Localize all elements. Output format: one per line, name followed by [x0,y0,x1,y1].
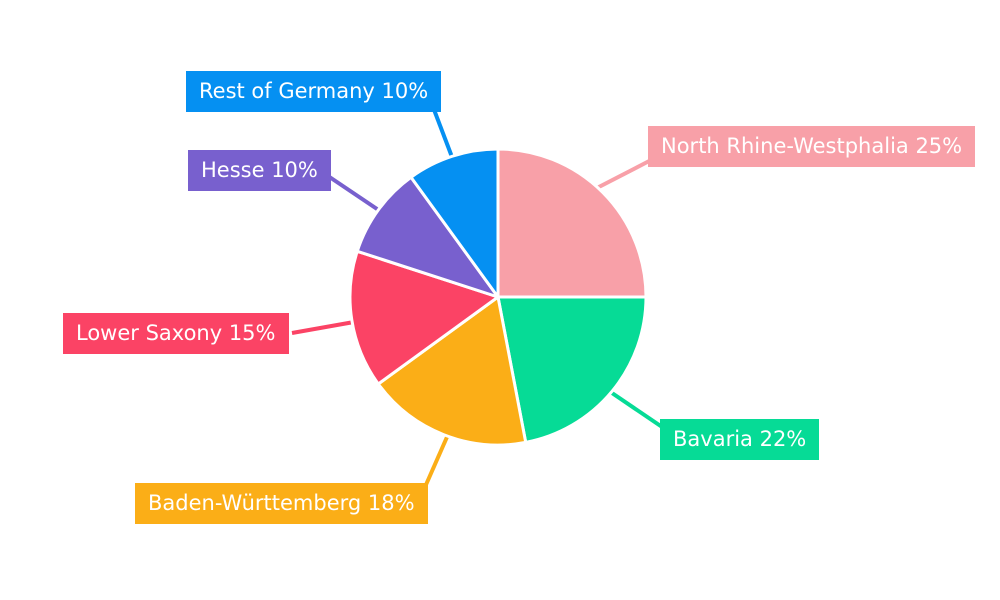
pie-slice-hesse [355,175,500,299]
slice-label-baden-w-rttemberg: Baden-Württemberg 18% [135,483,428,524]
pie-slice-bavaria [496,295,648,444]
slice-label-lower-saxony: Lower Saxony 15% [63,313,289,354]
slice-label-rest-of-germany: Rest of Germany 10% [186,71,442,112]
pie-slice-baden-w-rttemberg [376,295,528,447]
pie-slice-north-rhine-westphalia [496,147,648,299]
slice-label-hesse: Hesse 10% [188,150,331,191]
leader-line-north-rhine-westphalia [594,156,656,191]
leader-line-lower-saxony [291,320,355,335]
leader-line-baden-w-rttemberg [423,436,449,488]
leader-line-bavaria [610,391,670,433]
pie-slice-lower-saxony [348,249,500,386]
slice-label-north-rhine-westphalia: North Rhine-Westphalia 25% [648,126,976,167]
leader-line-rest-of-germany [431,106,454,158]
slice-label-bavaria: Bavaria 22% [660,419,820,460]
pie-slice-rest-of-germany [409,147,500,299]
leader-line-hesse [326,174,382,213]
